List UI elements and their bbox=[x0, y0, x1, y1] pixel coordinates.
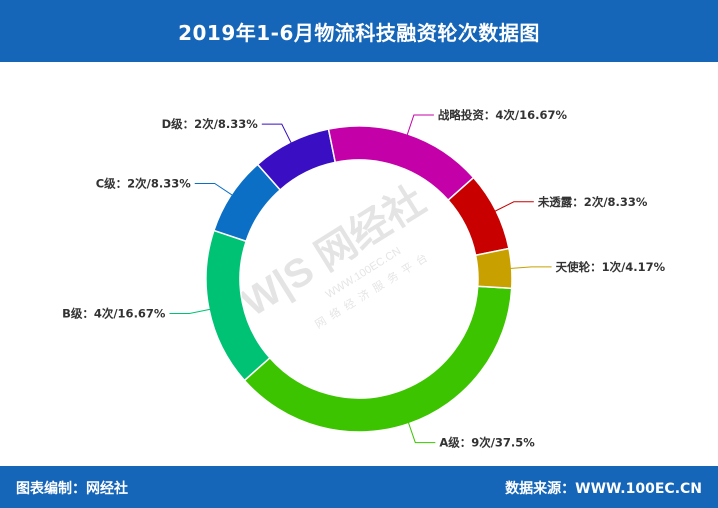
watermark: W|S 网经社 WWW.100EC.CN 网络经济服务平台 bbox=[234, 178, 435, 331]
donut-slice bbox=[474, 247, 513, 290]
footer-editor: 图表编制：网经社 bbox=[16, 481, 128, 497]
leader-lines bbox=[169, 114, 552, 444]
slice-labels: A级：9次/37.5% B级：4次/16.67% C级：2次/8.33% D级：2次/… bbox=[62, 108, 666, 450]
donut-slices bbox=[205, 125, 513, 433]
chart-footer: 图表编制：网经社 数据来源：WWW.100EC.CN bbox=[0, 466, 718, 508]
slice-label: 战略投资：4次/16.67% bbox=[438, 108, 568, 122]
leader-line bbox=[493, 201, 534, 213]
leader-line bbox=[169, 308, 212, 314]
leader-line bbox=[194, 183, 234, 197]
leader-line bbox=[406, 114, 434, 136]
slice-label: 天使轮：1次/4.17% bbox=[556, 260, 666, 274]
chart-header: 2019年1-6月物流科技融资轮次数据图 bbox=[0, 0, 718, 62]
leader-line bbox=[261, 123, 293, 145]
leader-line bbox=[509, 266, 552, 269]
chart-title: 2019年1-6月物流科技融资轮次数据图 bbox=[178, 20, 540, 45]
donut-chart: W|S 网经社 WWW.100EC.CN 网络经济服务平台 A级：9次/37.5… bbox=[62, 108, 666, 450]
slice-label: A级：9次/37.5% bbox=[439, 436, 535, 450]
footer-source: 数据来源：WWW.100EC.CN bbox=[505, 481, 702, 497]
slice-label: 未透露：2次/8.33% bbox=[537, 195, 648, 209]
slice-label: D级：2次/8.33% bbox=[162, 117, 259, 131]
slice-label: B级：4次/16.67% bbox=[62, 306, 166, 320]
leader-line bbox=[407, 421, 436, 444]
slice-label: C级：2次/8.33% bbox=[96, 177, 192, 191]
